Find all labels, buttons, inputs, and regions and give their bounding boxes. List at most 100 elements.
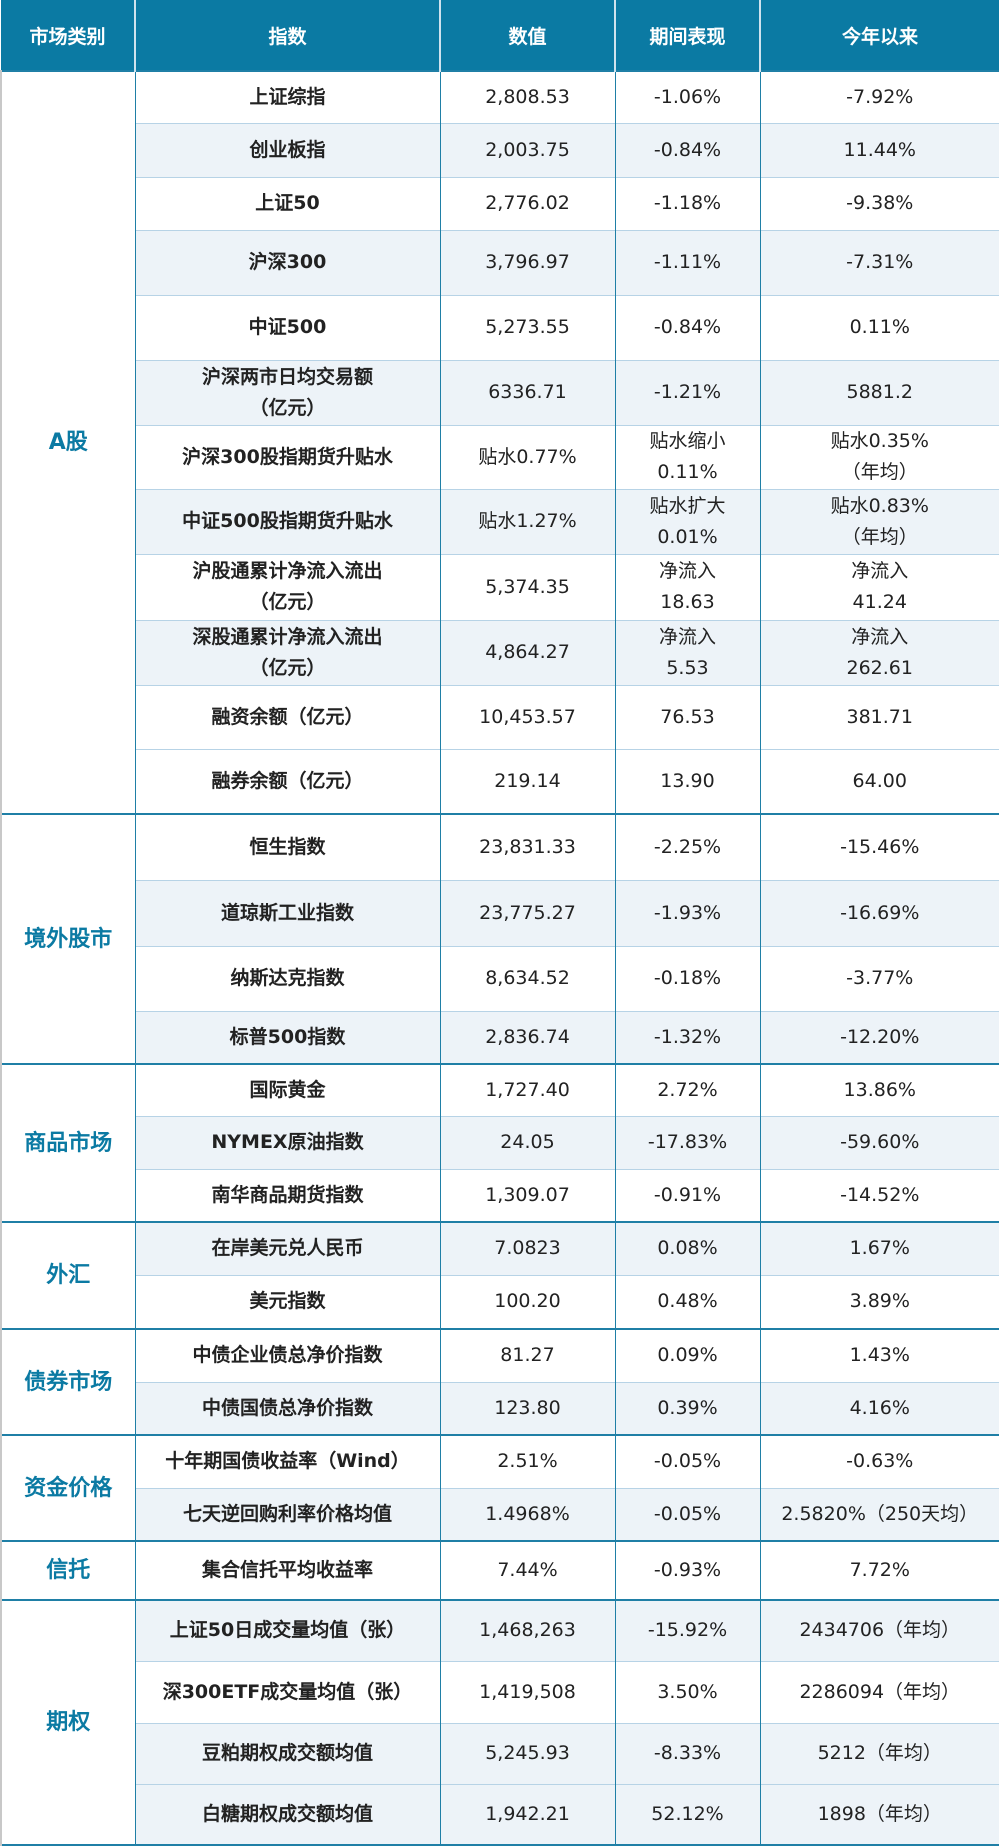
index-cell-text: 沪股通累计净流入流出 bbox=[192, 560, 383, 582]
index-cell-text: 深股通累计净流入流出 bbox=[192, 625, 383, 648]
ytd-cell: 2286094（年均） bbox=[759, 1660, 999, 1723]
table-row: 南华商品期货指数 1,309.07 -0.91% -14.52% bbox=[1, 1168, 999, 1222]
ytd-cell: 3.89% bbox=[759, 1274, 999, 1329]
period-cell-text: 贴水缩小 bbox=[649, 430, 726, 452]
value-cell: 6336.71 bbox=[439, 359, 615, 425]
ytd-cell: 1.67% bbox=[759, 1221, 999, 1275]
index-cell-text: （亿元） bbox=[249, 396, 326, 419]
category-cell: A股 bbox=[0, 70, 135, 814]
value-cell-text: 7.44% bbox=[497, 1559, 558, 1581]
category-cell: 外汇 bbox=[0, 1221, 135, 1329]
ytd-cell-text: 262.61 bbox=[846, 656, 913, 679]
period-cell-text: -1.11% bbox=[653, 251, 722, 273]
value-cell: 219.14 bbox=[439, 748, 615, 814]
value-cell: 2,776.02 bbox=[439, 176, 615, 230]
index-cell-text: 上证50日成交量均值（张） bbox=[169, 1619, 406, 1642]
value-cell: 24.05 bbox=[439, 1115, 615, 1169]
period-cell: -1.06% bbox=[614, 70, 760, 123]
value-cell-text: 123.80 bbox=[494, 1396, 561, 1419]
index-cell: 中证500 bbox=[134, 294, 440, 360]
ytd-cell-text: 13.86% bbox=[843, 1078, 916, 1101]
table-row: 沪深两市日均交易额 （亿元） 6336.71 -1.21% 5881.2 bbox=[1, 359, 999, 425]
index-cell: 深300ETF成交量均值（张） bbox=[134, 1660, 440, 1723]
period-cell-text: 0.48% bbox=[657, 1290, 718, 1313]
value-cell: 7.0823 bbox=[439, 1221, 615, 1275]
table-row: 标普500指数 2,836.74 -1.32% -12.20% bbox=[1, 1010, 999, 1064]
category-cell: 债券市场 bbox=[0, 1328, 135, 1435]
index-cell-text: 沪深300股指期货升贴水 bbox=[182, 445, 393, 468]
index-cell: 在岸美元兑人民币 bbox=[134, 1221, 440, 1275]
index-cell: 纳斯达克指数 bbox=[134, 945, 440, 1011]
period-cell-text: -1.93% bbox=[653, 901, 722, 924]
value-cell-text: 100.20 bbox=[494, 1290, 561, 1313]
ytd-cell: -16.69% bbox=[759, 879, 999, 946]
ytd-cell: 1.43% bbox=[759, 1328, 999, 1382]
ytd-cell-text: 11.44% bbox=[843, 138, 916, 161]
value-cell-text: 219.14 bbox=[494, 769, 561, 792]
index-cell-text: 美元指数 bbox=[249, 1290, 326, 1313]
value-cell: 5,245.93 bbox=[439, 1722, 615, 1784]
period-cell: -0.84% bbox=[614, 122, 760, 177]
ytd-cell: 13.86% bbox=[759, 1063, 999, 1116]
ytd-cell: 2434706（年均） bbox=[759, 1599, 999, 1661]
index-cell-text: 中债国债总净价指数 bbox=[201, 1396, 373, 1419]
index-cell: 融券余额（亿元） bbox=[134, 748, 440, 814]
period-cell-text: 18.63 bbox=[660, 591, 715, 613]
ytd-cell: 净流入 262.61 bbox=[759, 619, 999, 685]
table-header: 市场类别 指数 数值 期间表现 今年以来 bbox=[1, 0, 999, 71]
period-cell: 0.08% bbox=[614, 1221, 760, 1275]
ytd-cell-text: -16.69% bbox=[840, 901, 920, 924]
value-cell-text: 2,836.74 bbox=[485, 1025, 570, 1048]
index-cell: 集合信托平均收益率 bbox=[134, 1540, 440, 1600]
period-cell-text: -0.05% bbox=[653, 1502, 722, 1525]
ytd-cell: 11.44% bbox=[759, 122, 999, 177]
period-cell-text: -0.05% bbox=[653, 1450, 722, 1473]
period-cell-text: 0.08% bbox=[657, 1237, 718, 1260]
index-cell-text: 沪深300 bbox=[248, 251, 327, 273]
index-cell-text: 白糖期权成交额均值 bbox=[201, 1802, 373, 1825]
period-cell-text: 2.72% bbox=[657, 1078, 718, 1101]
index-cell: 中债企业债总净价指数 bbox=[134, 1328, 440, 1382]
ytd-cell-text: 贴水0.83% bbox=[830, 494, 929, 517]
value-cell: 100.20 bbox=[439, 1274, 615, 1329]
ytd-cell: -9.38% bbox=[759, 176, 999, 230]
ytd-cell-text: （年均） bbox=[841, 525, 918, 548]
category-cell: 商品市场 bbox=[0, 1063, 135, 1222]
header-period: 期间表现 bbox=[615, 0, 761, 71]
period-cell: -0.18% bbox=[614, 945, 760, 1011]
index-cell: 中债国债总净价指数 bbox=[134, 1381, 440, 1435]
value-cell: 81.27 bbox=[439, 1328, 615, 1382]
value-cell: 123.80 bbox=[439, 1381, 615, 1435]
index-cell-text: 纳斯达克指数 bbox=[230, 967, 345, 989]
value-cell: 8,634.52 bbox=[439, 945, 615, 1011]
ytd-cell-text: -7.92% bbox=[846, 85, 914, 108]
period-cell-text: 3.50% bbox=[657, 1680, 718, 1703]
table-row: 纳斯达克指数 8,634.52 -0.18% -3.77% bbox=[1, 945, 999, 1011]
category-cell: 境外股市 bbox=[0, 813, 135, 1064]
index-cell: 豆粕期权成交额均值 bbox=[134, 1722, 440, 1784]
index-cell-text: 恒生指数 bbox=[249, 835, 326, 858]
table-row: 七天逆回购利率价格均值 1.4968% -0.05% 2.5820%（250天均） bbox=[1, 1487, 999, 1541]
ytd-cell-text: -7.31% bbox=[846, 251, 914, 273]
table-row: 道琼斯工业指数 23,775.27 -1.93% -16.69% bbox=[1, 879, 999, 946]
index-cell-text: 南华商品期货指数 bbox=[211, 1183, 364, 1206]
ytd-cell: 贴水0.83% （年均） bbox=[759, 488, 999, 554]
value-cell-text: 81.27 bbox=[500, 1344, 555, 1367]
ytd-cell-text: 5212（年均） bbox=[817, 1742, 942, 1764]
value-cell-text: 贴水1.27% bbox=[478, 510, 577, 532]
index-cell-text: （亿元） bbox=[249, 591, 326, 613]
period-cell-text: -1.18% bbox=[653, 192, 722, 214]
value-cell: 1,727.40 bbox=[439, 1063, 615, 1116]
period-cell-text: -0.18% bbox=[653, 967, 722, 989]
index-cell-text: 集合信托平均收益率 bbox=[201, 1559, 373, 1581]
value-cell: 贴水1.27% bbox=[439, 488, 615, 554]
header-ytd: 今年以来 bbox=[760, 0, 999, 71]
ytd-cell-text: 64.00 bbox=[852, 769, 907, 792]
index-cell: 上证50日成交量均值（张） bbox=[134, 1599, 440, 1661]
index-cell-text: 国际黄金 bbox=[249, 1078, 326, 1101]
value-cell: 2,808.53 bbox=[439, 70, 615, 123]
period-cell-text: 0.01% bbox=[657, 525, 718, 548]
index-cell: 七天逆回购利率价格均值 bbox=[134, 1487, 440, 1541]
index-cell-text: 中证500 bbox=[248, 316, 327, 338]
ytd-cell: -59.60% bbox=[759, 1115, 999, 1169]
